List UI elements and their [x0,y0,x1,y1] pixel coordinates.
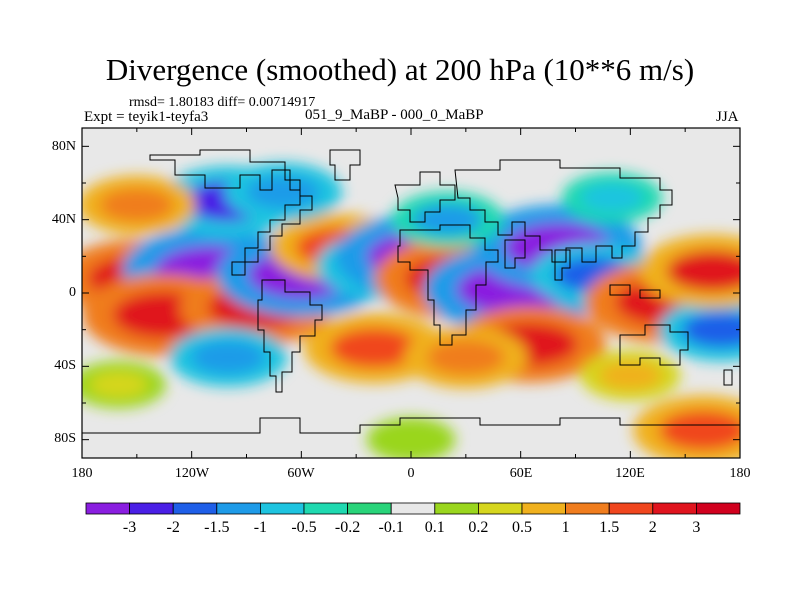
field-core [598,361,662,390]
lon-label-120w: 120W [174,466,210,481]
field-core [682,311,740,348]
colorbar-swatch [608,502,654,515]
axis-ticks [81,128,741,458]
colorbar-label: -1.5 [204,519,230,536]
lat-label-80n: 80N [51,139,76,154]
field-core [246,175,320,209]
map-title: Divergence (smoothed) at 200 hPa (10**6 … [105,52,695,87]
colorbar-label: -1 [253,519,268,536]
field-core [659,410,740,451]
lon-label-180e: 180 [729,466,751,481]
colorbar-swatch [347,502,392,515]
colorbar-label: 1.5 [599,519,620,536]
colorbar-swatch [565,502,610,515]
colorbar-swatch [477,502,523,515]
field-core [330,328,419,368]
colorbar-label: 0.1 [424,519,445,536]
colorbar-label: 0.5 [512,519,532,536]
colorbar-swatch [172,502,218,515]
colorbar-label: 3 [692,519,701,536]
colorbar-swatch [434,502,479,515]
lon-label-120e: 120E [615,466,645,481]
lat-label-40n: 40N [51,212,76,227]
colorbar-swatch [259,502,305,515]
field-core [191,340,266,374]
colorbar-label: -0.1 [378,519,404,536]
lat-label-80s: 80S [54,431,76,446]
field-core [580,183,644,212]
colorbar-swatch [216,502,261,515]
colorbar-swatch [652,502,697,515]
colorbar-swatch [521,502,566,515]
colorbar-swatch [85,502,130,515]
colorbar-label: 2 [648,519,657,536]
field-core [427,339,505,375]
experiment-label: Expt = teyik1-teyfa3 [84,109,209,125]
colorbar-label: 0.2 [468,519,489,536]
colorbar [85,502,741,515]
lon-label-0: 0 [407,466,415,481]
colorbar-label: -0.5 [291,519,317,536]
coastlines [82,149,740,434]
lon-label-180w: 180 [71,466,93,481]
field-core [88,371,149,398]
field-core [666,250,740,292]
colorbar-swatch [390,502,436,515]
colorbar-swatch [129,502,174,515]
field-core [100,188,174,222]
colorbar-swatch [303,502,348,515]
divergence-field [82,162,740,458]
colorbar-label: -0.2 [334,519,361,536]
lat-label-0: 0 [69,285,76,300]
colorbar-swatch [696,502,741,515]
colorbar-label: 1 [561,519,570,536]
field-core [383,427,439,453]
season-label: JJA [716,109,739,125]
lon-label-60e: 60E [509,466,533,481]
case-label: 051_9_MaBP - 000_0_MaBP [305,107,484,123]
rmsd-diff-stats: rmsd= 1.80183 diff= 0.00714917 [129,95,316,110]
colorbar-label: -2 [166,519,180,536]
lat-label-40s: 40S [54,358,76,373]
lon-label-60w: 60W [287,466,315,481]
field-core [412,203,483,236]
colorbar-label: -3 [122,519,137,536]
